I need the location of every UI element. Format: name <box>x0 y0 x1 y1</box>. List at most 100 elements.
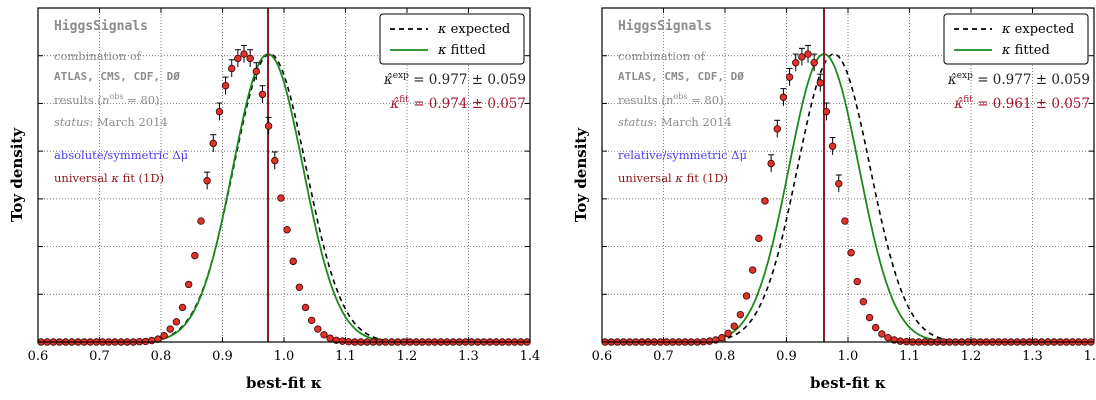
info-line-fit: universal κ fit (1D) <box>618 171 728 185</box>
info-fit-suffix: fit (1D) <box>119 171 164 185</box>
legend-kappa: κ <box>437 43 447 58</box>
legend-label: κ expected <box>1001 22 1074 37</box>
result-exp-kappa: κ̂ <box>383 72 393 88</box>
info-line-fit: universal κ fit (1D) <box>54 171 164 185</box>
data-point <box>160 331 168 340</box>
data-point <box>215 107 224 116</box>
data-point <box>221 82 230 90</box>
data-point <box>810 59 818 67</box>
result-fit-kappa: κ̂ <box>953 96 963 112</box>
info-title: HiggsSignals <box>54 19 148 34</box>
x-tick-label: 0.6 <box>28 349 49 364</box>
info-fit-kappa: κ <box>110 171 119 185</box>
data-point <box>730 322 738 330</box>
x-tick-label: 1.3 <box>1022 349 1043 364</box>
data-point <box>835 179 843 188</box>
x-tick-label: 0.7 <box>653 349 674 364</box>
result-fitted: κ̂fit = 0.961 ± 0.057 <box>953 95 1090 112</box>
x-tick-label: 1.1 <box>899 349 920 364</box>
result-fitted: κ̂fit = 0.974 ± 0.057 <box>389 95 526 112</box>
data-point <box>234 54 242 63</box>
chart-panel-1: 0.6 0.7 0.8 0.9 1.0 1.1 1.2 1.3 1.4 HiggsSignals c… <box>8 7 541 392</box>
data-point <box>853 277 861 286</box>
data-point <box>289 257 297 266</box>
data-point <box>785 73 794 81</box>
data-point <box>767 159 775 168</box>
data-point <box>301 303 310 312</box>
data-point <box>896 337 904 345</box>
data-point <box>209 139 217 148</box>
result-fit-sup: fit <box>399 95 409 105</box>
info-fit-prefix: universal <box>54 171 111 185</box>
data-point <box>822 107 831 116</box>
info-results-sup: obs <box>109 92 123 101</box>
info-results-n: n <box>666 93 673 107</box>
y-axis-label: Toy density <box>8 127 26 222</box>
data-point <box>736 310 745 319</box>
x-tick-label: 1.2 <box>961 349 982 364</box>
data-point <box>271 156 279 165</box>
legend-kappa: κ <box>437 22 447 37</box>
info-results-suffix: = 80) <box>123 93 159 107</box>
legend-text: expected <box>447 22 511 37</box>
result-exp-sup: exp <box>393 71 409 81</box>
result-fit-value: = 0.961 ± 0.057 <box>973 96 1090 112</box>
x-tick-label: 1.0 <box>274 349 295 364</box>
info-fit-suffix: fit (1D) <box>683 171 728 185</box>
data-point <box>761 197 769 205</box>
data-point <box>865 313 874 322</box>
data-point <box>326 334 334 342</box>
result-exp-value: = 0.977 ± 0.059 <box>973 72 1090 88</box>
x-tick-label: 1.4 <box>1084 349 1096 364</box>
data-point <box>338 337 347 345</box>
x-tick-label: 0.9 <box>212 349 233 364</box>
data-point <box>742 292 751 300</box>
data-point <box>878 330 886 338</box>
legend-text: expected <box>1011 22 1075 37</box>
result-fit-sup: fit <box>963 95 973 105</box>
data-point <box>748 266 757 274</box>
data-point <box>283 226 291 234</box>
data-point <box>792 59 800 67</box>
info-results-n: n <box>102 93 109 107</box>
info-status-label: status <box>54 115 89 129</box>
data-point <box>314 325 322 333</box>
data-point <box>871 323 880 332</box>
x-tick-label: 1.1 <box>335 349 356 364</box>
result-exp-kappa: κ̂ <box>947 72 957 88</box>
info-fit-prefix: universal <box>618 171 675 185</box>
x-axis-label: best-fit κ <box>246 374 322 392</box>
info-line-experiments: ATLAS, CMS, CDF, DØ <box>54 70 180 83</box>
info-results-prefix: results ( <box>54 93 102 107</box>
info-status-label: status <box>618 115 653 129</box>
info-line-status: status: March 2014 <box>618 115 732 129</box>
result-fit-kappa: κ̂ <box>389 96 399 112</box>
info-status-date: : March 2014 <box>89 115 167 129</box>
legend-label: κ fitted <box>437 43 486 58</box>
info-line-experiments: ATLAS, CMS, CDF, DØ <box>618 70 744 83</box>
data-point <box>258 90 267 99</box>
x-tick-label: 0.6 <box>592 349 613 364</box>
x-tick-label: 0.7 <box>89 349 110 364</box>
data-point <box>320 331 328 339</box>
data-point <box>191 251 199 260</box>
x-tick-label: 1.0 <box>838 349 859 364</box>
legend-label: κ fitted <box>1001 43 1050 58</box>
x-axis-label: best-fit κ <box>810 374 886 392</box>
data-point <box>166 325 174 333</box>
info-line-mode: relative/symmetric Δμ̂ <box>618 148 748 162</box>
x-tick-label: 1.4 <box>520 349 541 364</box>
data-point <box>773 125 781 133</box>
data-point <box>252 67 261 76</box>
data-point <box>178 303 187 312</box>
info-status-date: : March 2014 <box>653 115 731 129</box>
data-point <box>798 53 806 61</box>
info-line-results: results (nobs = 80) <box>618 92 724 107</box>
legend-box <box>943 13 1089 65</box>
data-point <box>804 50 812 58</box>
info-results-sup: obs <box>673 92 687 101</box>
result-exp-value: = 0.977 ± 0.059 <box>409 72 526 88</box>
data-point <box>718 333 726 342</box>
x-tick-label: 1.3 <box>458 349 479 364</box>
